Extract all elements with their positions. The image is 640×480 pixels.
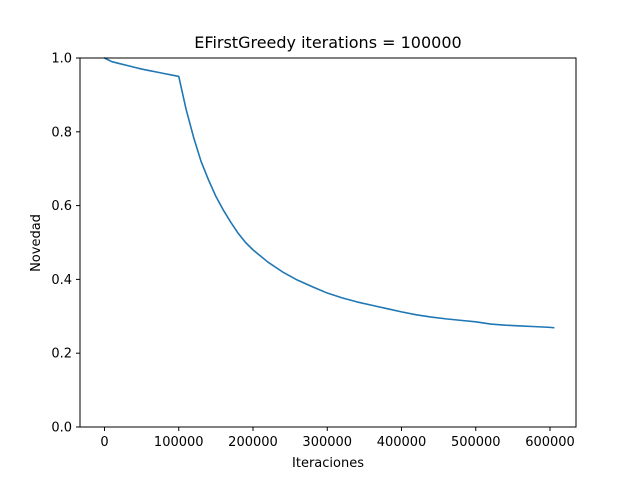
- y-tick-label: 0.8: [51, 125, 72, 140]
- y-tick-label: 0.0: [51, 421, 72, 436]
- chart-title: EFirstGreedy iterations = 100000: [194, 33, 461, 52]
- x-tick-label: 300000: [302, 435, 352, 450]
- x-tick-label: 200000: [228, 435, 278, 450]
- y-axis-label: Novedad: [29, 214, 44, 272]
- axes-frame: [79, 57, 577, 428]
- x-tick-label: 100000: [154, 435, 204, 450]
- y-axis-ticks: 0.0 0.2 0.4 0.6 0.8 1.0: [51, 52, 80, 436]
- y-tick-label: 0.6: [51, 199, 72, 214]
- x-tick-label: 400000: [377, 435, 427, 450]
- x-axis-ticks: 0 100000 200000 300000 400000 500000 600000: [100, 427, 575, 450]
- y-tick-label: 0.2: [51, 347, 72, 362]
- x-tick-label: 600000: [525, 435, 575, 450]
- x-tick-label: 0: [100, 435, 108, 450]
- x-axis-label: Iteraciones: [292, 456, 364, 471]
- y-tick-label: 1.0: [51, 52, 72, 67]
- x-tick-label: 500000: [451, 435, 501, 450]
- y-tick-label: 0.4: [51, 273, 72, 288]
- series-line-0: [103, 57, 555, 329]
- plot-area: [79, 57, 577, 428]
